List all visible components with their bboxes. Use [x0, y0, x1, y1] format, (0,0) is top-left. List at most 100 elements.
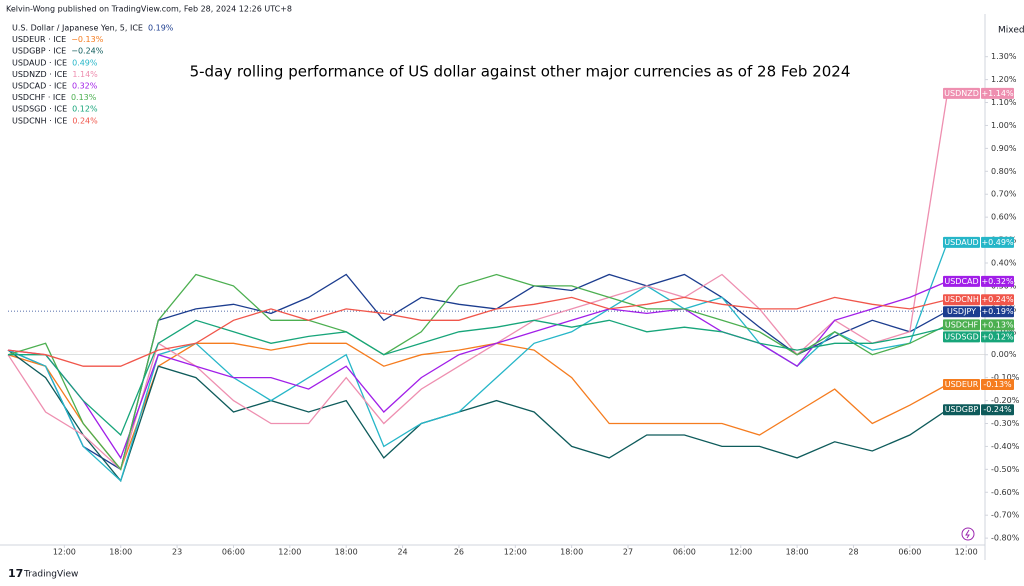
symbol-tag: USDCAD [944, 277, 978, 286]
symbol-tag: USDEUR [945, 380, 979, 389]
legend-name: USDEUR · ICE [12, 35, 66, 44]
series-line [7, 280, 948, 460]
symbol-tag-box [943, 87, 980, 99]
y-tick-label: 1.10% [991, 98, 1017, 107]
legend-value: −0.24% [71, 47, 104, 56]
series-line [7, 273, 948, 471]
legend-value: 0.32% [72, 82, 98, 91]
symbol-tag: USDCHF [945, 320, 979, 329]
legend-value: 0.49% [72, 58, 98, 67]
value-tag: +0.32% [981, 277, 1014, 286]
symbol-tag: USDGBP [945, 405, 979, 414]
x-tick-label: 18:00 [335, 548, 358, 557]
x-tick-label: 12:00 [504, 548, 527, 557]
x-tick-label: 12:00 [53, 548, 76, 557]
symbol-tag: USDSGD [944, 332, 979, 341]
symbol-tag-box [943, 275, 980, 287]
legend-name: USDNZD · ICE [12, 70, 67, 79]
value-tag: +0.13% [981, 320, 1014, 329]
x-tick-label: 18:00 [109, 548, 132, 557]
x-tick-label: 06:00 [673, 548, 696, 557]
value-tag-box [981, 306, 1014, 318]
legend-name: USDAUD · ICE [12, 58, 67, 67]
x-tick-label: 18:00 [560, 548, 583, 557]
legend-value: −0.13% [71, 35, 104, 44]
value-tag-box [981, 331, 1014, 343]
value-tag: +0.12% [981, 332, 1014, 341]
x-tick-label: 12:00 [278, 548, 301, 557]
legend-name: USDGBP · ICE [12, 47, 66, 56]
symbol-tag-box [943, 379, 980, 391]
value-tag: +0.49% [981, 238, 1014, 247]
x-tick-label: 28 [848, 548, 858, 557]
value-tag-box [981, 294, 1014, 306]
alert-bolt [965, 529, 970, 539]
symbol-tag-box [943, 294, 980, 306]
x-tick-label: 12:00 [729, 548, 752, 557]
value-tag-box [981, 404, 1014, 416]
x-tick-label: 12:00 [955, 548, 978, 557]
legend-value: 0.24% [72, 116, 98, 125]
value-tag-box [981, 87, 1014, 99]
y-tick-label: -0.20% [991, 396, 1020, 405]
legend-name: USDCAD · ICE [12, 82, 67, 91]
x-tick-label: 06:00 [898, 548, 921, 557]
legend-value: 0.13% [71, 93, 97, 102]
series-line [7, 342, 948, 471]
value-tag: +0.19% [981, 307, 1014, 316]
y-tick-label: 0.00% [991, 350, 1017, 359]
publisher-header: Kelvin-Wong published on TradingView.com… [6, 5, 292, 14]
value-tag: +0.24% [981, 295, 1014, 304]
legend-value: 0.19% [148, 24, 174, 33]
symbol-tag: USDJPY [947, 307, 976, 316]
y-tick-label: -0.40% [991, 442, 1020, 451]
chart-title: 5-day rolling performance of US dollar a… [190, 63, 851, 81]
series-line [8, 319, 948, 437]
symbol-tag: USDAUD [944, 238, 978, 247]
value-tag-box [981, 319, 1014, 331]
series-line [7, 349, 948, 483]
value-tag: -0.13% [983, 380, 1012, 389]
symbol-tag-box [943, 404, 980, 416]
legend-name: USDCHF · ICE [12, 93, 66, 102]
series-line [7, 93, 949, 471]
scale-mode[interactable]: Mixed [998, 26, 1024, 36]
legend-name: USDCNH · ICE [12, 116, 67, 125]
symbol-tag-box [943, 319, 980, 331]
symbol-tag: USDNZD [944, 89, 979, 98]
y-tick-label: 0.70% [991, 190, 1017, 199]
x-tick-label: 06:00 [222, 548, 245, 557]
y-tick-label: 0.90% [991, 144, 1017, 153]
series-line [7, 296, 948, 367]
series-line [7, 273, 948, 471]
x-tick-label: 24 [397, 548, 407, 557]
value-tag-box [981, 379, 1014, 391]
brand-logo: 17 [8, 567, 23, 580]
value-tag: -0.24% [983, 405, 1012, 414]
value-tag-box [981, 236, 1014, 248]
y-tick-label: -0.50% [991, 465, 1020, 474]
legend-value: 0.12% [72, 105, 98, 114]
y-tick-label: -0.10% [991, 373, 1020, 382]
y-tick-label: 1.20% [991, 75, 1017, 84]
y-tick-label: -0.30% [991, 419, 1020, 428]
y-tick-label: -0.60% [991, 488, 1020, 497]
x-tick-label: 27 [623, 548, 633, 557]
alert-icon[interactable] [961, 527, 975, 541]
legend-value: 1.14% [72, 70, 98, 79]
symbol-tag-box [943, 236, 980, 248]
legend-name: U.S. Dollar / Japanese Yen, 5, ICE [12, 24, 143, 33]
y-tick-label: 1.00% [991, 121, 1017, 130]
y-tick-label: 0.80% [991, 167, 1017, 176]
x-tick-label: 23 [172, 548, 182, 557]
series-line [7, 242, 949, 482]
symbol-tag: USDCNH [944, 295, 979, 304]
y-tick-label: 0.40% [991, 259, 1017, 268]
x-tick-label: 26 [454, 548, 464, 557]
legend-name: USDSGD · ICE [12, 105, 67, 114]
x-tick-label: 18:00 [786, 548, 809, 557]
y-tick-label: 0.60% [991, 213, 1017, 222]
value-tag-box [981, 275, 1014, 287]
y-tick-label: -0.70% [991, 511, 1020, 520]
